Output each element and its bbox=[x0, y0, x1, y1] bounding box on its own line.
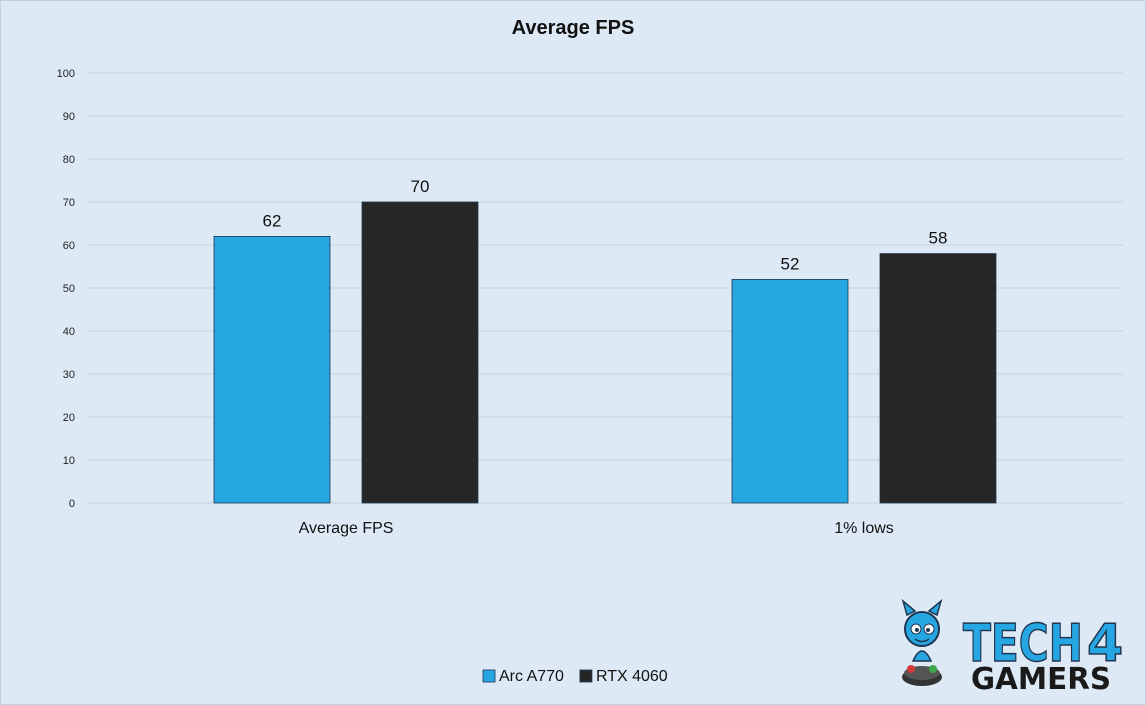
bar bbox=[879, 253, 997, 504]
legend: Arc A770 RTX 4060 bbox=[482, 668, 668, 685]
y-tick-label: 20 bbox=[63, 412, 75, 424]
legend-entry: Arc A770 bbox=[499, 668, 564, 685]
x-tick-label: Average FPS bbox=[299, 520, 394, 537]
bars bbox=[213, 201, 997, 504]
legend-entry: RTX 4060 bbox=[596, 668, 668, 685]
data-labels: 62 70 52 58 bbox=[263, 177, 948, 273]
tech4gamers-logo: TECH 4 GAMERS bbox=[901, 598, 1124, 697]
mascot-icon bbox=[901, 598, 943, 686]
logo-tech-text: TECH bbox=[963, 614, 1083, 674]
bar bbox=[213, 235, 331, 504]
y-tick-label: 60 bbox=[63, 240, 75, 252]
y-tick-label: 50 bbox=[63, 283, 75, 295]
bar bbox=[361, 201, 479, 504]
y-axis-ticks: 0 10 20 30 40 50 60 70 80 90 100 bbox=[57, 68, 75, 510]
bar bbox=[731, 278, 849, 504]
legend-swatch bbox=[482, 669, 496, 683]
data-label: 58 bbox=[929, 229, 948, 248]
y-tick-label: 100 bbox=[57, 68, 75, 80]
x-axis-ticks: Average FPS 1% lows bbox=[299, 520, 894, 537]
data-label: 70 bbox=[411, 177, 430, 196]
y-tick-label: 80 bbox=[63, 154, 75, 166]
y-tick-label: 70 bbox=[63, 197, 75, 209]
y-tick-label: 40 bbox=[63, 326, 75, 338]
y-tick-label: 0 bbox=[69, 498, 75, 510]
logo-gamers-text: GAMERS bbox=[971, 662, 1111, 697]
y-tick-label: 90 bbox=[63, 111, 75, 123]
legend-swatch bbox=[579, 669, 593, 683]
logo-digit-text: 4 bbox=[1087, 614, 1123, 674]
chart-title: Average FPS bbox=[512, 17, 635, 39]
y-tick-label: 30 bbox=[63, 369, 75, 381]
x-tick-label: 1% lows bbox=[834, 520, 894, 537]
data-label: 62 bbox=[263, 211, 282, 230]
y-tick-label: 10 bbox=[63, 455, 75, 467]
data-label: 52 bbox=[781, 254, 800, 273]
